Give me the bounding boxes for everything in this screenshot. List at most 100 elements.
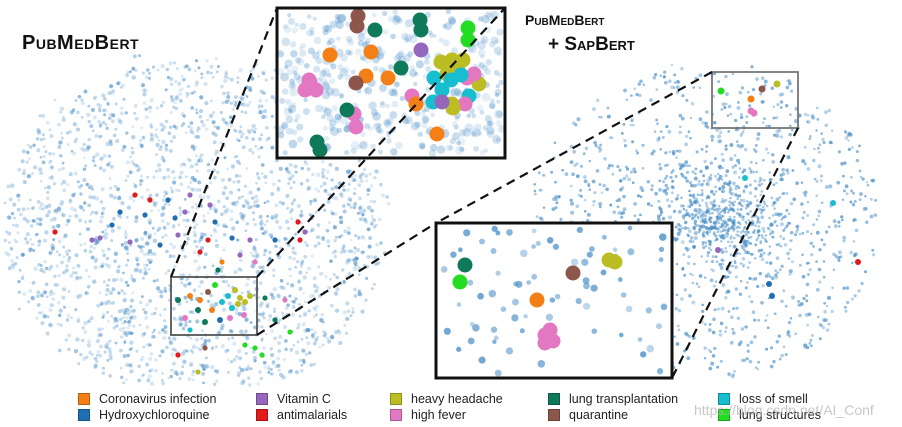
- background-point: [728, 185, 732, 189]
- background-point: [574, 123, 578, 127]
- background-point: [83, 89, 88, 94]
- background-point: [134, 256, 139, 261]
- background-point: [39, 263, 43, 268]
- background-point: [714, 224, 717, 227]
- background-point: [115, 138, 120, 144]
- background-point: [418, 142, 426, 150]
- background-point: [636, 218, 640, 222]
- background-point: [600, 116, 603, 119]
- background-point: [705, 209, 710, 214]
- background-point: [364, 298, 368, 302]
- background-point: [170, 368, 174, 372]
- background-point: [130, 298, 134, 303]
- background-point: [237, 196, 241, 200]
- background-point: [727, 372, 732, 377]
- background-point: [92, 155, 96, 160]
- background-point: [650, 188, 654, 192]
- background-point: [284, 59, 293, 68]
- background-point: [827, 322, 831, 326]
- background-point: [817, 150, 821, 154]
- background-point: [167, 131, 172, 136]
- background-point: [708, 246, 711, 250]
- background-point: [238, 129, 243, 134]
- background-point: [32, 143, 36, 147]
- inset-labeled-point: [607, 254, 623, 270]
- background-point: [244, 329, 248, 334]
- background-point: [364, 37, 372, 45]
- background-point: [871, 248, 875, 252]
- background-point: [796, 228, 800, 232]
- background-point: [605, 187, 609, 192]
- background-point: [345, 331, 348, 335]
- background-point: [333, 291, 339, 296]
- background-point: [290, 312, 295, 317]
- background-point: [120, 243, 125, 247]
- background-point: [219, 325, 225, 331]
- background-point: [70, 149, 74, 153]
- background-point: [129, 316, 133, 320]
- background-point: [126, 330, 130, 334]
- background-point: [785, 168, 789, 173]
- background-point: [29, 145, 33, 149]
- background-point: [93, 246, 96, 250]
- background-point: [65, 264, 69, 268]
- background-point: [190, 175, 195, 181]
- background-point: [769, 222, 774, 227]
- background-point: [335, 20, 344, 29]
- background-point: [709, 350, 712, 354]
- background-point: [198, 114, 203, 119]
- background-point: [359, 173, 363, 177]
- background-point: [229, 217, 234, 222]
- background-point: [47, 323, 51, 327]
- background-point: [818, 248, 822, 252]
- background-point: [353, 260, 358, 265]
- background-point: [285, 193, 290, 198]
- background-point: [122, 144, 127, 149]
- background-point: [33, 165, 37, 170]
- background-point: [361, 208, 367, 213]
- background-point: [30, 206, 35, 211]
- background-point: [165, 192, 168, 196]
- background-point: [463, 229, 471, 237]
- background-point: [448, 145, 454, 151]
- background-point: [26, 143, 30, 147]
- background-point: [404, 116, 413, 125]
- background-point: [278, 318, 282, 322]
- background-point: [55, 250, 59, 254]
- background-point: [820, 201, 824, 205]
- background-point: [166, 222, 170, 226]
- background-point: [582, 277, 590, 285]
- background-point: [98, 109, 102, 113]
- background-point: [178, 92, 183, 96]
- background-point: [820, 132, 824, 135]
- background-point: [490, 98, 495, 103]
- background-point: [542, 173, 546, 177]
- background-point: [779, 235, 782, 238]
- background-point: [17, 167, 22, 172]
- background-point: [240, 380, 245, 386]
- background-point: [45, 331, 50, 336]
- background-point: [245, 95, 249, 98]
- background-point: [682, 217, 686, 220]
- background-point: [686, 233, 689, 236]
- background-point: [349, 205, 353, 209]
- background-point: [249, 69, 253, 73]
- background-point: [664, 151, 668, 155]
- background-point: [351, 310, 355, 314]
- background-point: [734, 287, 738, 291]
- background-point: [61, 166, 65, 171]
- background-point: [754, 366, 758, 370]
- background-point: [327, 37, 335, 45]
- background-point: [224, 349, 229, 354]
- background-point: [257, 103, 262, 107]
- background-point: [709, 173, 713, 177]
- background-point: [143, 310, 148, 315]
- background-point: [104, 123, 108, 127]
- background-point: [65, 264, 69, 268]
- background-point: [347, 182, 351, 186]
- background-point: [94, 235, 98, 239]
- background-point: [495, 110, 503, 118]
- background-point: [705, 144, 709, 148]
- background-point: [687, 226, 690, 230]
- background-point: [158, 313, 162, 317]
